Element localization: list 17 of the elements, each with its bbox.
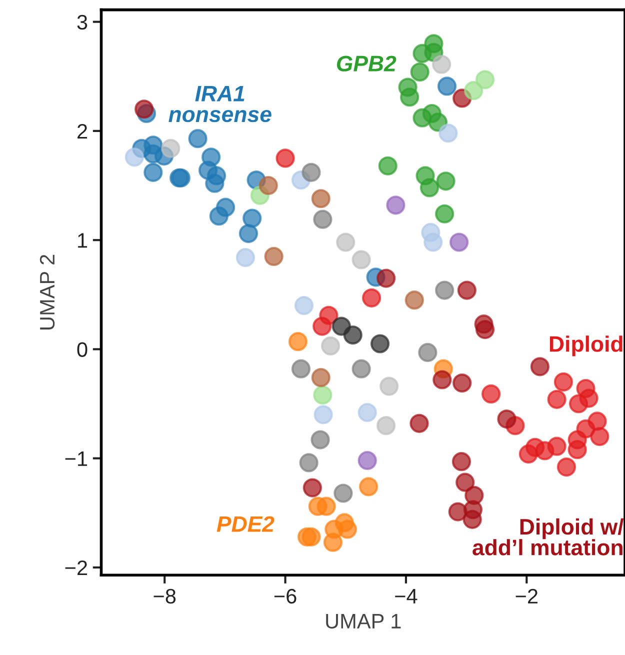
x-tick-label: −8 [154,588,176,604]
series-label: GPB2 [336,56,396,72]
y-tick-label: 1 [78,233,88,248]
y-tick-label: 0 [77,342,88,357]
x-tick-label: −6 [274,588,296,604]
y-tick-label: 2 [78,124,88,138]
series-label: IRA1 nonsense [168,86,272,122]
y-axis-title: UMAP 2 [40,254,55,330]
series-label: Diploid [550,336,622,356]
y-tick-label: −2 [65,560,88,575]
x-tick-label: −2 [516,588,538,604]
x-tick-label: −4 [395,589,418,604]
y-tick-label: −1 [65,452,88,466]
series-label: Diploid w/ add’l mutation [472,518,624,556]
series-label: PDE2 [216,516,274,532]
y-tick-label: 3 [77,14,88,30]
x-axis-title: UMAP 1 [326,614,401,629]
